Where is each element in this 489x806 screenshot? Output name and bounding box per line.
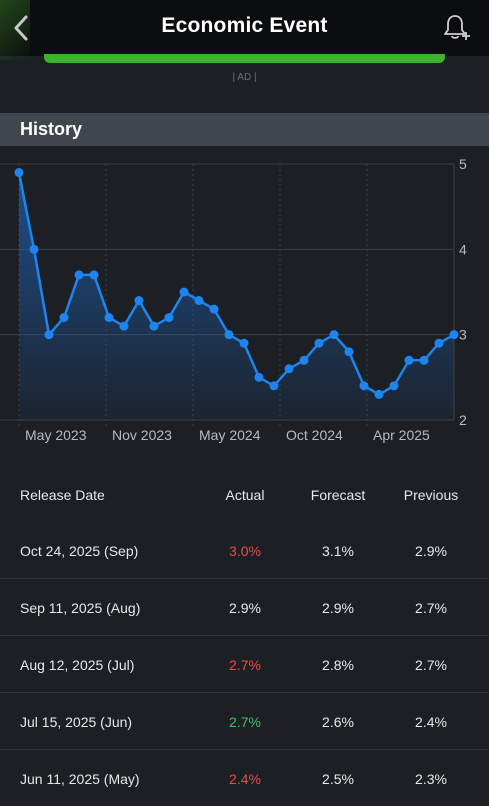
- release-date: Sep 11, 2025 (Aug): [20, 600, 141, 616]
- release-date: Oct 24, 2025 (Sep): [20, 543, 139, 559]
- chart-point[interactable]: [194, 296, 204, 306]
- chart-point[interactable]: [404, 355, 414, 365]
- chart-point[interactable]: [314, 338, 324, 348]
- previous-value: 2.7%: [415, 657, 447, 673]
- table-header: Release Date Actual Forecast Previous: [0, 466, 489, 522]
- chart-point[interactable]: [389, 381, 399, 391]
- chart-point[interactable]: [254, 372, 264, 382]
- chart-point[interactable]: [149, 321, 159, 331]
- chart-point[interactable]: [239, 338, 249, 348]
- forecast-value: 2.8%: [322, 657, 354, 673]
- history-section-header: History: [0, 113, 489, 146]
- chart-point[interactable]: [74, 270, 84, 280]
- x-tick-label: Apr 2025: [373, 427, 430, 443]
- actual-value: 2.7%: [229, 657, 261, 673]
- page-title: Economic Event: [161, 14, 328, 37]
- chart-point[interactable]: [449, 330, 459, 340]
- chart-point[interactable]: [344, 347, 354, 357]
- actual-value: 2.4%: [229, 771, 261, 787]
- chart-point[interactable]: [434, 338, 444, 348]
- top-bar: Economic Event: [0, 0, 489, 60]
- release-date: Aug 12, 2025 (Jul): [20, 657, 135, 673]
- forecast-value: 3.1%: [322, 543, 354, 559]
- bell-plus-icon[interactable]: [441, 12, 471, 42]
- chart-point[interactable]: [269, 381, 279, 391]
- chart-point[interactable]: [134, 296, 144, 306]
- chart-point[interactable]: [284, 364, 294, 374]
- ad-edge-decoration: [0, 0, 30, 60]
- actual-value: 2.9%: [229, 600, 261, 616]
- chart-point[interactable]: [119, 321, 129, 331]
- y-tick-label: 2: [459, 412, 467, 428]
- chart-point[interactable]: [29, 244, 39, 254]
- table-row[interactable]: Sep 11, 2025 (Aug) 2.9% 2.9% 2.7%: [0, 579, 489, 636]
- previous-value: 2.3%: [415, 771, 447, 787]
- history-chart: 5 4 3 2 May 2023 Nov 2023 May 2024 Oct 2024 Apr…: [0, 156, 467, 443]
- history-title: History: [20, 119, 83, 139]
- x-tick-label: Nov 2023: [112, 427, 172, 443]
- chart-area-fill: [19, 172, 454, 420]
- release-date: Jul 15, 2025 (Jun): [20, 714, 133, 730]
- chart-point[interactable]: [44, 330, 54, 340]
- ad-label: | AD |: [232, 72, 257, 83]
- header-release-date: Release Date: [20, 487, 105, 503]
- chart-point[interactable]: [374, 389, 384, 399]
- header-previous: Previous: [403, 487, 459, 503]
- chart-point[interactable]: [164, 313, 174, 323]
- chart-point[interactable]: [104, 313, 114, 323]
- actual-value: 2.7%: [229, 714, 261, 730]
- chart-point[interactable]: [329, 330, 339, 340]
- previous-value: 2.7%: [415, 600, 447, 616]
- table-row[interactable]: Jun 11, 2025 (May) 2.4% 2.5% 2.3%: [0, 750, 489, 806]
- y-tick-label: 5: [459, 156, 467, 172]
- header-actual: Actual: [225, 487, 265, 503]
- previous-value: 2.9%: [415, 543, 447, 559]
- chart-point[interactable]: [419, 355, 429, 365]
- chart-point[interactable]: [209, 304, 219, 314]
- previous-value: 2.4%: [415, 714, 447, 730]
- actual-value: 3.0%: [229, 543, 261, 559]
- chart-point[interactable]: [179, 287, 189, 297]
- x-tick-label: May 2023: [25, 427, 87, 443]
- chart-point[interactable]: [89, 270, 99, 280]
- forecast-value: 2.6%: [322, 714, 354, 730]
- forecast-value: 2.9%: [322, 600, 354, 616]
- x-tick-label: Oct 2024: [286, 427, 343, 443]
- y-tick-label: 3: [459, 327, 467, 343]
- history-table: Release Date Actual Forecast Previous Oc…: [0, 466, 489, 806]
- chart-point[interactable]: [14, 168, 24, 178]
- table-row[interactable]: Aug 12, 2025 (Jul) 2.7% 2.8% 2.7%: [0, 636, 489, 693]
- chevron-left-icon[interactable]: [8, 12, 36, 44]
- chart-point[interactable]: [224, 330, 234, 340]
- table-row[interactable]: Oct 24, 2025 (Sep) 3.0% 3.1% 2.9%: [0, 522, 489, 579]
- chart-point[interactable]: [299, 355, 309, 365]
- ad-banner[interactable]: [44, 54, 445, 63]
- forecast-value: 2.5%: [322, 771, 354, 787]
- y-tick-label: 4: [459, 241, 467, 257]
- header-forecast: Forecast: [310, 487, 366, 503]
- chart-point[interactable]: [59, 313, 69, 323]
- x-tick-label: May 2024: [199, 427, 261, 443]
- chart-point[interactable]: [359, 381, 369, 391]
- release-date: Jun 11, 2025 (May): [20, 771, 140, 787]
- table-row[interactable]: Jul 15, 2025 (Jun) 2.7% 2.6% 2.4%: [0, 693, 489, 750]
